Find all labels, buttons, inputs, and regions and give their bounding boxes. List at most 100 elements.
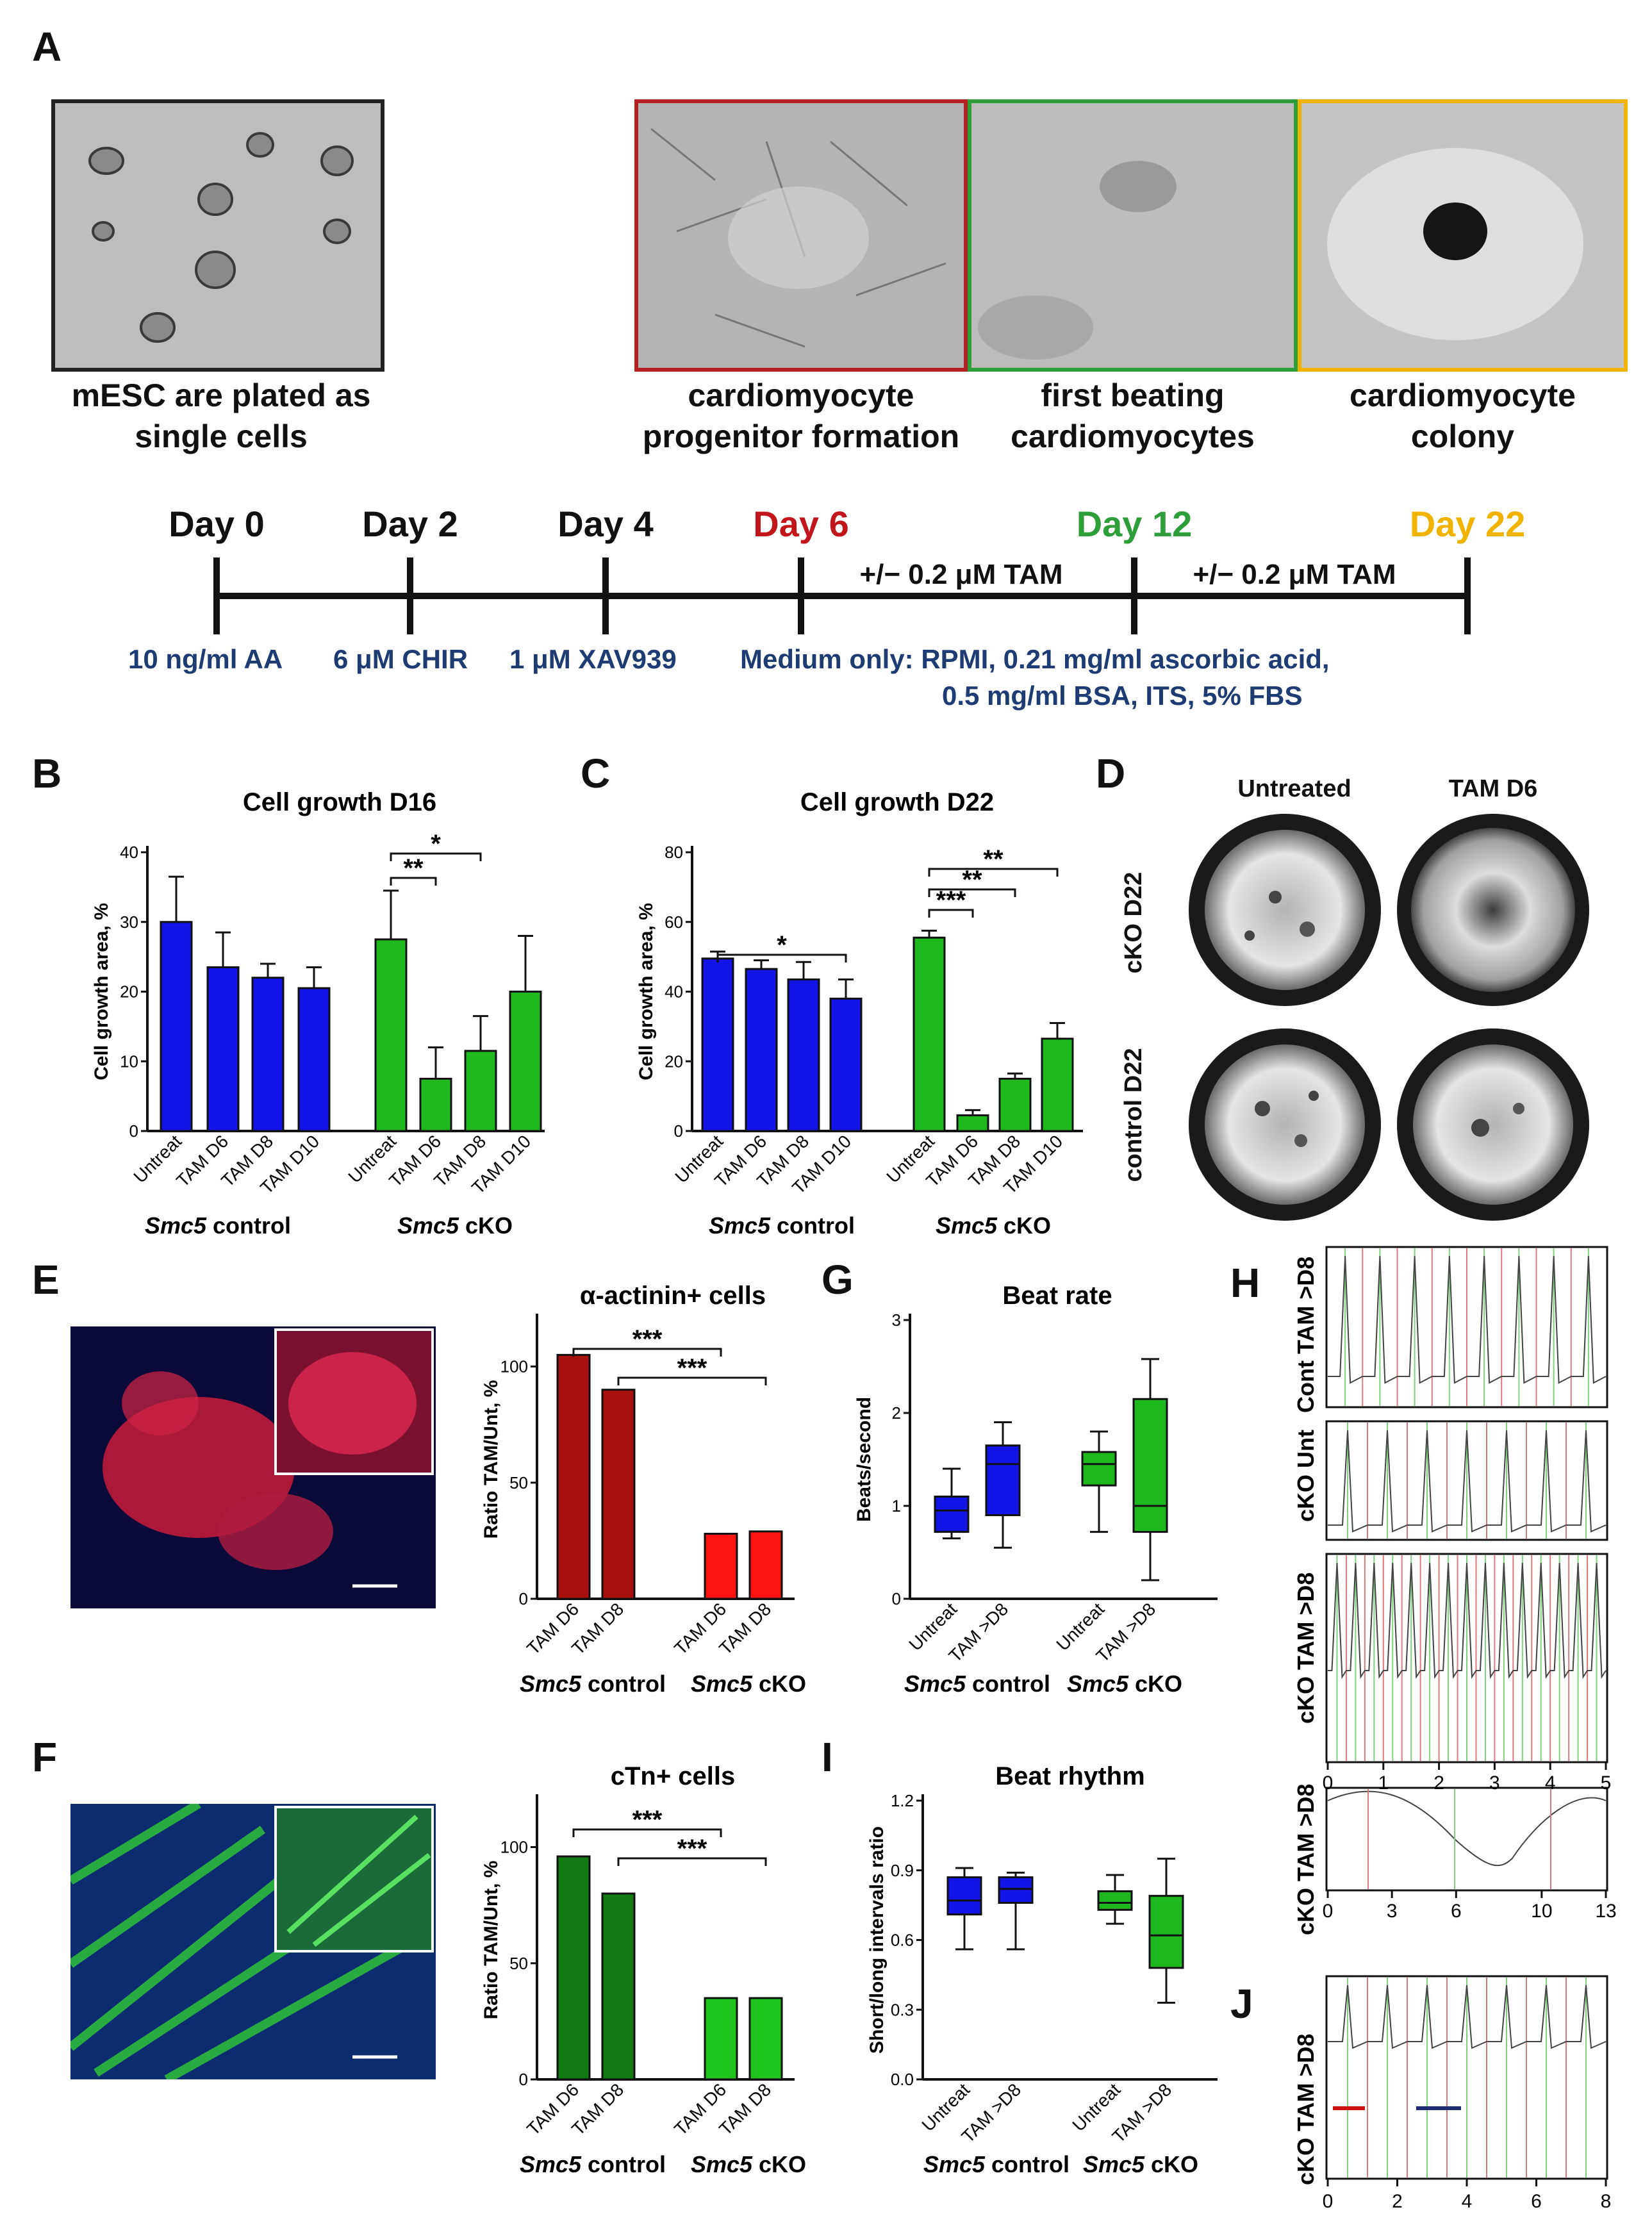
- chart-C-sig-bracket: [928, 868, 1059, 877]
- chart-F-sig-bracket: [617, 1857, 767, 1866]
- chart-C-ytick-label: 60: [665, 912, 683, 932]
- chart-F-sig-label: ***: [632, 1806, 663, 1834]
- chart-G-title: Beat rate: [1002, 1282, 1112, 1310]
- d-row-cko: cKO D22: [1120, 871, 1147, 974]
- chart-G-box: [985, 1444, 1021, 1516]
- chart-I-ytick-label: 0.3: [891, 2000, 914, 2019]
- chart-C-group-cko: Smc5 cKO: [936, 1212, 1051, 1239]
- j-trace-signal: [1328, 1985, 1607, 2049]
- micrograph-first-beating: [968, 99, 1298, 372]
- chart-G-ytick-label: 1: [892, 1496, 901, 1515]
- timeline-axis: [213, 557, 1471, 634]
- h-xtick-label: 2: [1433, 1772, 1444, 1794]
- chart-B-sig-bracket: [390, 852, 482, 861]
- ctn-cells-drawing: [70, 1804, 436, 2079]
- chart-I-ytick-label: 0.9: [891, 1861, 914, 1880]
- chart-G-box: [1132, 1398, 1168, 1533]
- tam-label-1: +/− 0.2 μM TAM: [859, 559, 1063, 590]
- chart-F-bar: [556, 1855, 591, 2081]
- panel-letter-e: E: [32, 1257, 60, 1303]
- chart-B-sig-label: *: [431, 830, 441, 858]
- micrograph-progenitor: [634, 99, 968, 372]
- chart-E-sig-bracket: [572, 1348, 722, 1357]
- chart-F-group-cko: Smc5 cKO: [691, 2151, 806, 2177]
- caption-first-beating-line1: first beating: [1041, 377, 1225, 413]
- medium-line-1: Medium only: RPMI, 0.21 mg/ml ascorbic a…: [740, 644, 1330, 674]
- chart-B-bar: [509, 991, 542, 1132]
- j-xtick-label: 6: [1531, 2191, 1542, 2212]
- chart-C-ytick-label: 0: [674, 1121, 683, 1141]
- chart-I-box: [1097, 1890, 1133, 1911]
- d-col-untreated: Untreated: [1237, 775, 1351, 802]
- caption-colony-line1: cardiomyocyte: [1350, 377, 1576, 413]
- actinin-cells-drawing: [70, 1326, 436, 1608]
- j-xtick-label: 2: [1392, 2191, 1403, 2212]
- chart-B-title: Cell growth D16: [243, 788, 436, 816]
- chart-E-bar: [704, 1533, 738, 1600]
- chart-C-ytick-label: 80: [665, 843, 683, 862]
- first-beating-image: [971, 103, 1294, 368]
- chart-C-sig-label: **: [962, 866, 982, 894]
- chart-F-group-control: Smc5 control: [520, 2151, 666, 2177]
- chart-c-cell-growth-d22: Cell growth D22 0 20 40 60 80 Cell growth area…: [636, 788, 1083, 1239]
- h-trace-zoom-frame: [1325, 1787, 1608, 1892]
- chart-E-bar: [601, 1389, 636, 1600]
- panel-h-traces: Cont TAM >D8 cKO Unt cKO TAM >D8 cKO TAM…: [1293, 1246, 1617, 1935]
- chart-B-ytick-label: 30: [120, 912, 138, 932]
- h-xtick-label: 1: [1378, 1772, 1389, 1794]
- chart-G-ytick-label: 2: [892, 1403, 901, 1423]
- chart-G-group-control: Smc5 control: [904, 1671, 1050, 1697]
- panel-letter-h: H: [1230, 1260, 1260, 1306]
- chart-B-group-control: Smc5 control: [145, 1212, 291, 1239]
- chart-I-box: [1148, 1895, 1184, 1969]
- panel-letter-a: A: [32, 24, 62, 70]
- caption-progenitor-line2: progenitor formation: [642, 418, 960, 454]
- chart-F-sig-bracket: [572, 1828, 722, 1837]
- h-trace-cko-tam-signal: [1328, 1562, 1607, 1680]
- chart-F-ylabel: Ratio TAM/Unt, %: [481, 1861, 502, 2020]
- chart-B-bar: [160, 921, 193, 1132]
- plate-control-tam-d6: [1397, 1028, 1589, 1221]
- plate-cko-tam-d6: [1397, 814, 1589, 1006]
- progenitor-image: [638, 103, 964, 368]
- chart-C-group-control: Smc5 control: [709, 1212, 855, 1239]
- chart-B-bar: [297, 987, 331, 1132]
- chart-B-ytick-label: 10: [120, 1052, 138, 1071]
- reagent-aa: 10 ng/ml AA: [128, 644, 283, 674]
- chart-F-ytick-label: 0: [519, 2070, 528, 2089]
- chart-B-ytick-label: 0: [129, 1121, 138, 1141]
- mesc-colonies-image: [55, 103, 381, 368]
- timeline-day-12: Day 12: [1076, 504, 1193, 544]
- d-col-tam-d6: TAM D6: [1448, 775, 1538, 802]
- chart-B-ylabel: Cell growth area, %: [91, 903, 112, 1080]
- chart-F-title: cTn+ cells: [611, 1762, 736, 1790]
- chart-b-cell-growth-d16: Cell growth D16 0 10 20 30 40 Cell growth area…: [91, 788, 545, 1239]
- chart-G-group-cko: Smc5 cKO: [1067, 1671, 1182, 1697]
- chart-E-ylabel: Ratio TAM/Unt, %: [481, 1380, 502, 1539]
- h-row-label-cko-tam-zoom: cKO TAM >D8: [1293, 1784, 1319, 1935]
- h-zoom-xtick-label: 0: [1323, 1901, 1334, 1922]
- chart-B-sig-bracket: [390, 877, 437, 886]
- chart-F-ytick-label: 50: [509, 1954, 528, 1973]
- chart-I-title: Beat rhythm: [995, 1762, 1144, 1790]
- chart-E-title: α-actinin+ cells: [580, 1282, 766, 1310]
- d-row-control: control D22: [1120, 1048, 1147, 1182]
- caption-colony-line2: colony: [1410, 418, 1515, 454]
- chart-I-ytick-label: 1.2: [891, 1791, 914, 1810]
- chart-C-ylabel: Cell growth area, %: [636, 903, 657, 1080]
- chart-E-ytick-label: 50: [509, 1473, 528, 1492]
- j-row-label: cKO TAM >D8: [1293, 2034, 1319, 2185]
- panel-letter-c: C: [581, 750, 611, 797]
- panel-letter-g: G: [822, 1257, 854, 1303]
- chart-I-ytick-label: 0.0: [891, 2070, 914, 2089]
- chart-F-ytick-label: 100: [500, 1838, 528, 1857]
- colony-image: [1301, 103, 1624, 368]
- chart-E-ytick-label: 100: [500, 1357, 528, 1376]
- chart-C-sig-bracket: [928, 909, 974, 918]
- chart-B-bar: [464, 1050, 497, 1132]
- h-zoom-xtick-label: 13: [1595, 1901, 1616, 1922]
- chart-I-ytick-label: 0.6: [891, 1931, 914, 1950]
- h-xtick-label: 4: [1545, 1772, 1556, 1794]
